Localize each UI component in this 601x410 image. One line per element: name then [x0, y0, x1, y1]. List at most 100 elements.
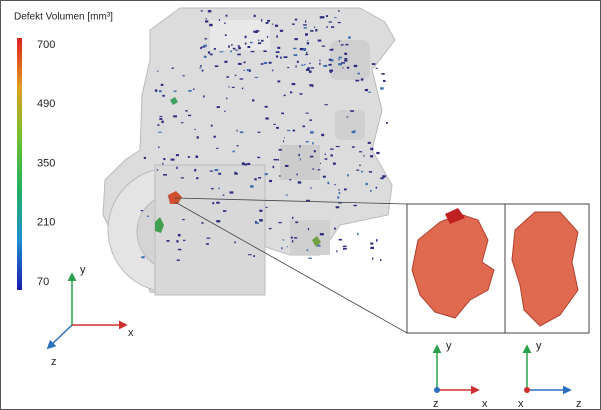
defect-point	[212, 202, 214, 204]
defect-point	[161, 84, 164, 86]
defect-point	[284, 95, 286, 97]
colorbar-tick-label: 490	[37, 98, 55, 110]
defect-point	[227, 76, 229, 78]
defect-point	[240, 78, 244, 79]
defect-point	[308, 228, 309, 230]
defect-point	[201, 10, 203, 11]
defect-point	[254, 178, 256, 180]
defect-point	[338, 10, 339, 12]
defect-point	[280, 30, 283, 32]
defect-point	[306, 141, 309, 142]
defect-point	[298, 181, 301, 183]
defect-point	[312, 86, 313, 87]
defect-point	[225, 34, 227, 36]
defect-point	[176, 154, 179, 156]
defect-point	[200, 65, 202, 66]
defect-point	[272, 24, 273, 25]
defect-point	[197, 136, 199, 138]
axis-label: z	[433, 398, 439, 410]
defect-point	[238, 45, 240, 46]
defect-point	[302, 126, 305, 128]
defect-point	[237, 145, 239, 146]
defect-point	[310, 30, 313, 32]
defect-point	[196, 177, 198, 179]
defect-point	[276, 35, 278, 37]
defect-point	[292, 23, 295, 24]
defect-point	[376, 152, 379, 154]
axis-label: y	[446, 340, 452, 352]
colorbar	[17, 38, 22, 290]
defect-point	[311, 67, 314, 68]
defect-point	[267, 20, 270, 22]
defect-point	[303, 49, 306, 51]
colorbar-tick-label: 350	[37, 157, 55, 169]
defect-point	[292, 240, 293, 242]
defect-point	[161, 121, 163, 123]
legend-title: Defekt Volumen [mm³]	[14, 12, 113, 23]
defect-point	[253, 31, 255, 33]
defect-point	[314, 150, 316, 152]
defect-point	[277, 159, 279, 161]
defect-point	[386, 122, 388, 124]
defect-point	[357, 233, 358, 235]
defect-point	[345, 44, 348, 45]
defect-point	[291, 237, 293, 239]
defect-point	[317, 169, 320, 170]
defect-point	[242, 88, 243, 90]
defect-point	[305, 33, 308, 35]
defect-point	[276, 55, 278, 57]
defect-point	[338, 58, 339, 60]
defect-point	[281, 247, 282, 249]
defect-point	[309, 70, 312, 72]
defect-point	[253, 255, 255, 257]
defect-point	[287, 130, 290, 131]
axis-label: x	[128, 327, 134, 339]
defect-point	[370, 190, 372, 192]
defect-point	[304, 27, 307, 28]
defect-point	[281, 113, 284, 115]
defect-point	[318, 40, 322, 42]
defect-point	[315, 29, 317, 31]
defect-point	[159, 90, 162, 92]
defect-point	[321, 16, 325, 18]
defect-point	[342, 67, 343, 68]
defect-point	[277, 47, 280, 49]
axis-dot-x	[524, 387, 530, 393]
defect-point	[312, 142, 313, 144]
figure: Defekt Volumen [mm³] 70049035021070 y x …	[0, 0, 601, 410]
defect-point	[304, 64, 306, 65]
defect-point	[234, 173, 237, 175]
defect-point	[269, 180, 272, 182]
defect-point	[307, 40, 308, 41]
defect-point	[273, 166, 275, 168]
defect-point	[177, 260, 180, 261]
defect-point	[178, 249, 181, 250]
defect-point	[171, 159, 175, 161]
defect-point	[370, 247, 374, 249]
defect-point	[290, 91, 292, 93]
defect-point	[310, 187, 312, 188]
defect-point	[217, 106, 220, 108]
defect-point	[347, 117, 349, 118]
defect-point	[339, 41, 340, 42]
defect-point	[166, 240, 169, 242]
defect-point	[248, 254, 251, 255]
defect-point	[232, 87, 235, 88]
axis-label: y	[536, 340, 542, 352]
defect-point	[364, 155, 365, 157]
defect-point	[277, 80, 280, 82]
defect-point	[209, 24, 212, 26]
defect-point	[188, 90, 192, 92]
defect-point	[158, 132, 162, 133]
defect-point	[368, 92, 371, 93]
defect-point	[361, 171, 363, 173]
defect-point	[303, 24, 307, 25]
defect-point	[339, 192, 341, 194]
defect-point	[176, 240, 178, 242]
defect-point	[350, 110, 354, 112]
defect-point	[278, 149, 281, 150]
defect-point	[336, 146, 340, 147]
defect-point	[293, 130, 295, 132]
defect-point	[334, 228, 336, 230]
defect-point	[343, 246, 347, 247]
